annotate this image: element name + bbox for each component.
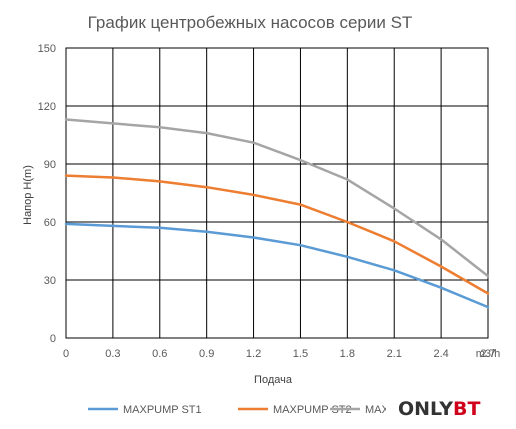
x-tick-label: 1.8 [340,348,355,360]
x-tick-label: 2.7 [480,348,495,360]
svg-text:ONLYBT: ONLYBT [398,398,480,420]
x-axis-unit: m3/h [476,348,500,360]
series-line-1 [64,222,490,309]
x-tick-label: 0 [63,348,69,360]
series-lines [64,118,490,309]
x-axis-label: Подача [254,374,293,386]
grid [65,47,489,339]
x-tick-label: 1.5 [293,348,308,360]
legend-label-1: MAXPUMP ST1 [123,404,202,416]
series-line-2 [64,174,490,295]
y-tick-label: 0 [50,333,56,345]
y-axis-ticks: 0 30 60 90 120 150 [38,43,56,345]
y-tick-label: 150 [38,43,56,55]
x-tick-label: 1.2 [246,348,261,360]
chart-title: График центробежных насосов серии ST [88,13,413,32]
x-tick-label: 0.9 [199,348,214,360]
x-tick-label: 0.6 [152,348,167,360]
watermark-logo: ONLYBT [386,393,494,423]
watermark-text-bt: BT [453,398,480,420]
watermark-text-only: ONLY [398,398,453,420]
x-tick-label: 0.3 [105,348,120,360]
series-line-3 [64,118,490,278]
y-tick-label: 120 [38,101,56,113]
y-tick-label: 60 [44,217,56,229]
y-tick-label: 30 [44,275,56,287]
legend-label-2: MAXPUMP ST2 [273,404,352,416]
plot-area [65,47,489,339]
x-tick-label: 2.4 [433,348,448,360]
x-axis-ticks: 0 0.3 0.6 0.9 1.2 1.5 1.8 2.1 2.4 2.7 [63,348,496,360]
y-tick-label: 90 [44,159,56,171]
y-axis-label: Напор H(m) [22,165,34,225]
x-tick-label: 2.1 [387,348,402,360]
